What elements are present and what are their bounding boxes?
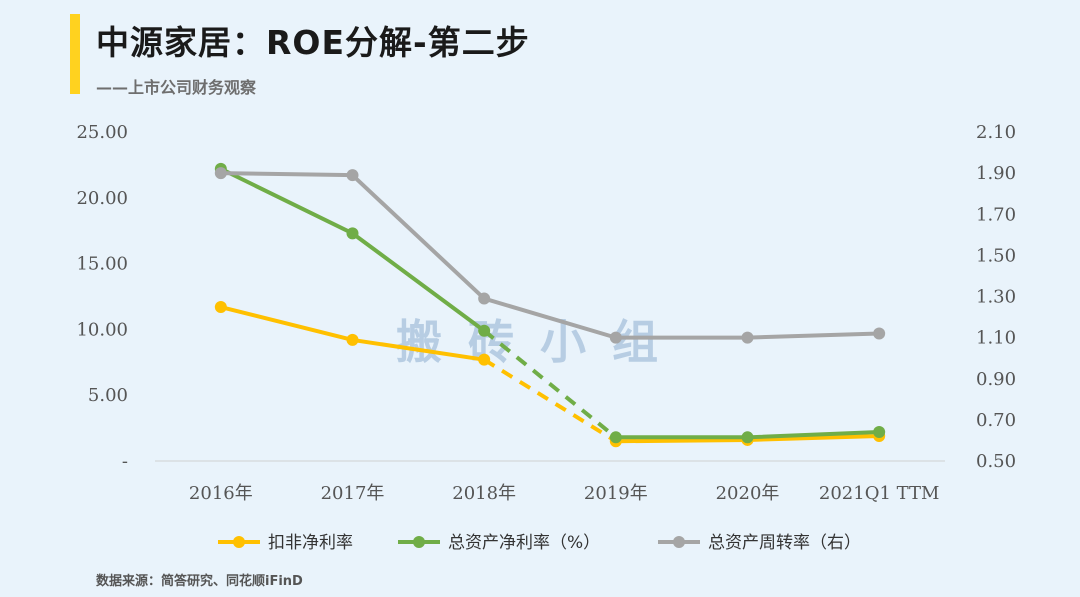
y-right-tick-label: 0.70 <box>976 410 1016 431</box>
y-right-tick-label: 1.90 <box>976 163 1016 184</box>
data-source-note: 数据来源：简答研究、同花顺iFinD <box>96 574 303 589</box>
x-tick-label: 2020年 <box>716 483 780 504</box>
legend-label: 扣非净利率 <box>268 533 353 553</box>
y-right-tick-label: 1.50 <box>976 245 1016 266</box>
series-2-point <box>873 327 886 340</box>
x-tick-label: 2019年 <box>584 483 648 504</box>
title-accent-bar <box>70 14 80 94</box>
series-1-point <box>478 324 491 337</box>
y-right-tick-label: 1.10 <box>976 328 1016 349</box>
series-2-point <box>346 169 359 182</box>
y-left-tick-label: - <box>122 451 128 472</box>
x-tick-label: 2016年 <box>189 483 253 504</box>
series-0-segment <box>483 357 617 443</box>
series-1-point <box>741 431 754 444</box>
page-title: 中源家居：ROE分解-第二步 <box>96 23 530 62</box>
series-0-point <box>214 301 227 314</box>
series-1-segment <box>482 329 618 439</box>
y-left-tick-label: 15.00 <box>76 254 128 275</box>
series-2-segment <box>350 173 487 301</box>
series-2-point <box>478 292 491 305</box>
y-right-tick-label: 1.70 <box>976 204 1016 225</box>
page-subtitle: ——上市公司财务观察 <box>96 78 257 97</box>
y-right-tick-label: 0.50 <box>976 451 1016 472</box>
series-1-point <box>873 426 886 439</box>
series-2-point <box>609 331 622 344</box>
series-1-segment <box>218 166 355 236</box>
series-0-point <box>478 353 491 366</box>
series-2-point <box>214 167 227 180</box>
series-0-point <box>346 333 359 346</box>
y-right-tick-label: 0.90 <box>976 369 1016 390</box>
legend-swatch-marker <box>673 536 685 548</box>
series-0-segment <box>350 337 487 362</box>
x-tick-label: 2017年 <box>321 483 385 504</box>
series-1-point <box>346 227 359 240</box>
series-2-point <box>741 331 754 344</box>
y-right-tick-label: 1.30 <box>976 287 1016 308</box>
series-1-segment <box>745 430 882 440</box>
series-1-point <box>609 431 622 444</box>
legend-swatch-marker <box>233 536 245 548</box>
series-0-segment <box>745 433 882 442</box>
series-2-segment <box>482 296 618 340</box>
y-left-tick-label: 25.00 <box>76 122 128 143</box>
series-0-segment <box>218 305 355 342</box>
series-1-segment <box>350 231 487 333</box>
y-left-tick-label: 10.00 <box>76 319 128 340</box>
watermark-text: 搬砖小组 <box>396 315 684 369</box>
legend-label: 总资产周转率（右） <box>708 533 861 553</box>
legend-swatch-marker <box>413 536 425 548</box>
series-2-segment <box>745 331 882 340</box>
x-tick-label: 2018年 <box>452 483 516 504</box>
legend-label: 总资产净利率（%） <box>448 533 600 553</box>
x-tick-label: 2021Q1 TTM <box>819 483 940 504</box>
y-left-tick-label: 5.00 <box>88 385 128 406</box>
y-right-tick-label: 2.10 <box>976 122 1016 143</box>
series-0-segment <box>613 437 750 444</box>
y-left-tick-label: 20.00 <box>76 188 128 209</box>
series-2-segment <box>218 171 355 178</box>
